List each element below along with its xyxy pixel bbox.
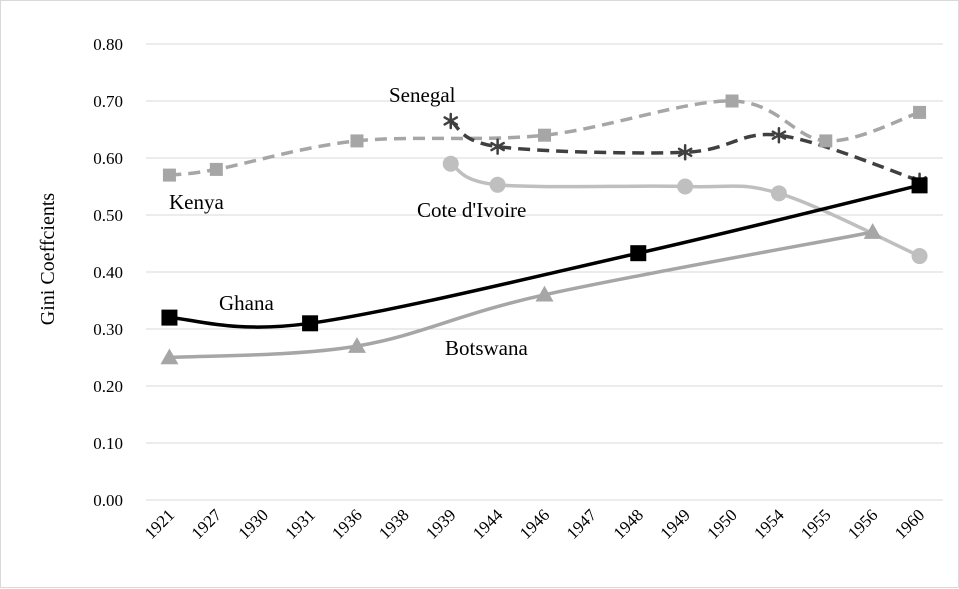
cote-d-ivoire-point	[489, 176, 506, 193]
senegal-point	[490, 138, 505, 155]
kenya-point	[819, 134, 833, 148]
y-tick-label: 0.60	[93, 149, 123, 168]
kenya-point	[162, 168, 176, 182]
x-tick-label: 1927	[188, 505, 226, 543]
series-label-kenya: Kenya	[169, 190, 224, 214]
y-tick-label: 0.80	[93, 35, 123, 54]
series-label-cote-d-ivoire: Cote d'Ivoire	[417, 198, 526, 222]
botswana-point	[863, 223, 882, 239]
ghana-point	[911, 177, 928, 194]
kenya-point	[350, 134, 364, 148]
x-tick-label: 1950	[703, 505, 740, 542]
x-tick-label: 1960	[891, 505, 928, 542]
y-axis-label: Gini Coeffcients	[37, 193, 59, 326]
cote-d-ivoire-point	[677, 178, 694, 195]
cote-d-ivoire-point	[770, 185, 787, 202]
y-tick-label: 0.00	[93, 491, 123, 510]
x-tick-label: 1954	[750, 505, 788, 543]
ghana-point	[302, 315, 319, 332]
x-tick-label: 1944	[469, 505, 507, 543]
botswana-point	[535, 285, 554, 302]
x-tick-label: 1939	[422, 505, 459, 542]
botswana-point	[347, 337, 366, 353]
botswana-point	[160, 348, 179, 365]
series-label-senegal: Senegal	[389, 83, 456, 107]
senegal-point	[771, 126, 787, 144]
kenya-point	[913, 105, 927, 119]
kenya-point	[209, 162, 223, 176]
series-label-botswana: Botswana	[445, 336, 529, 360]
ghana-line	[169, 183, 920, 329]
y-tick-label: 0.50	[93, 206, 123, 225]
senegal-point	[443, 112, 459, 130]
senegal-line	[449, 119, 921, 183]
botswana-line	[169, 230, 874, 360]
kenya-point	[725, 94, 739, 108]
senegal-point	[677, 144, 693, 161]
series-label-ghana: Ghana	[219, 291, 274, 315]
ghana-point	[161, 309, 178, 326]
x-tick-label: 1938	[375, 505, 412, 542]
y-tick-label: 0.70	[93, 92, 123, 111]
x-tick-label: 1949	[656, 505, 693, 542]
x-tick-label: 1946	[516, 505, 553, 542]
y-tick-label: 0.30	[93, 320, 123, 339]
x-tick-label: 1956	[844, 505, 881, 542]
x-tick-label: 1931	[281, 505, 318, 542]
y-tick-label: 0.40	[93, 263, 123, 282]
cote-d-ivoire-point	[442, 155, 459, 172]
y-tick-label: 0.20	[93, 377, 123, 396]
x-tick-label: 1955	[797, 505, 834, 542]
ghana-point	[630, 245, 647, 262]
y-tick-label: 0.10	[93, 434, 123, 453]
x-tick-label: 1948	[610, 505, 647, 542]
x-tick-label: 1947	[563, 505, 601, 543]
x-tick-label: 1936	[328, 505, 365, 542]
kenya-point	[538, 128, 551, 142]
cote-d-ivoire-point	[911, 248, 928, 265]
x-tick-label: 1930	[235, 505, 272, 542]
x-tick-label: 1921	[141, 505, 178, 542]
